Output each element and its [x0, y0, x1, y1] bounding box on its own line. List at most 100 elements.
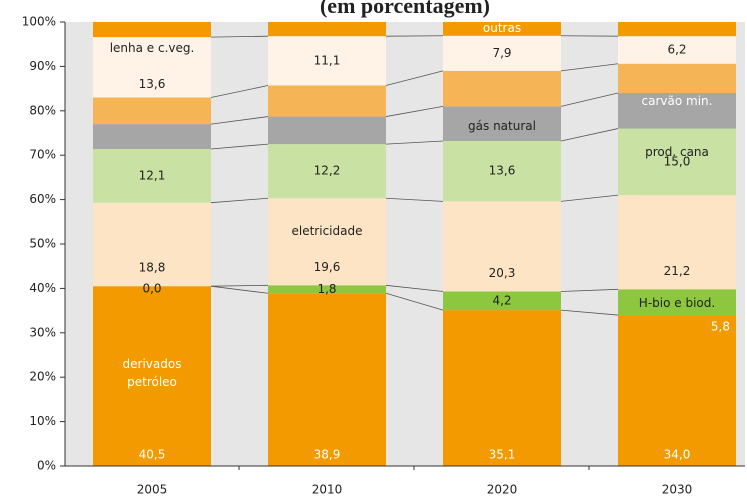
value-label: 13,6 [139, 77, 166, 91]
series-label: outras [482, 21, 522, 35]
bar-segment [93, 148, 211, 203]
value-label: 21,2 [664, 264, 691, 278]
bar-segment [93, 202, 211, 287]
bar-segment [93, 22, 211, 38]
value-label: 4,2 [492, 293, 511, 307]
series-label: eletricidade [291, 224, 363, 238]
x-tick-label: 2005 [137, 483, 168, 497]
bar-segment [268, 22, 386, 37]
y-tick-label: 30% [29, 325, 56, 339]
value-label: 18,8 [139, 261, 166, 275]
connector [210, 143, 269, 150]
y-tick-label: 60% [29, 192, 56, 206]
y-tick-label: 90% [29, 59, 56, 73]
bar-segment [268, 144, 386, 199]
connector [385, 292, 444, 311]
series-label: derivados petróleo [122, 357, 182, 389]
series-label: gás natural [468, 119, 536, 133]
series-label-box: prod. cana [645, 145, 709, 159]
x-tick-label: 2020 [487, 483, 518, 497]
connector [560, 92, 619, 107]
value-label: 20,3 [489, 266, 516, 280]
connector [560, 128, 619, 142]
value-label: 7,9 [492, 46, 511, 60]
connector [385, 284, 444, 292]
connector [385, 105, 444, 117]
y-tick-label: 0% [37, 459, 56, 473]
bar-segment [618, 128, 736, 196]
y-tick-label: 10% [29, 414, 56, 428]
connector [210, 197, 269, 204]
x-tick-label: 2030 [662, 483, 693, 497]
y-tick-label: 40% [29, 281, 56, 295]
bar-segment [93, 97, 211, 125]
value-label: 13,6 [489, 164, 516, 178]
value-label: 19,6 [314, 260, 341, 274]
series-label: lenha e c.veg. [109, 41, 195, 55]
bar-segment [443, 22, 561, 36]
connector [210, 284, 269, 287]
connector [385, 70, 444, 86]
value-label: 12,1 [139, 168, 166, 182]
series-label: H-bio e biod. [638, 296, 716, 310]
series-label-box: carvão min. [641, 94, 713, 108]
series-label-box: derivados petróleo [122, 357, 182, 389]
connector [560, 63, 619, 72]
value-label: 34,0 [664, 447, 691, 461]
bar-segment [268, 293, 386, 466]
value-label: 40,5 [139, 447, 166, 461]
value-label: 12,2 [314, 164, 341, 178]
connector [560, 288, 619, 292]
connector [385, 197, 444, 202]
series-label: carvão min. [641, 94, 713, 108]
series-label-box: eletricidade [291, 224, 363, 238]
bar-segment [618, 289, 736, 316]
y-tick-label: 100% [22, 15, 56, 29]
series-label-box: H-bio e biod. [638, 296, 716, 310]
value-label: 38,9 [314, 447, 341, 461]
bar-segment [443, 140, 561, 202]
x-tick-label: 2010 [312, 483, 343, 497]
bar-segment [268, 36, 386, 86]
value-label: 15,0 [664, 154, 691, 168]
bar-segment [618, 36, 736, 64]
connector [210, 116, 269, 125]
bar-segment [618, 22, 736, 37]
bar-segment [93, 37, 211, 98]
bar-segment [93, 124, 211, 149]
bar-segment [618, 315, 736, 466]
bar-segment [443, 310, 561, 466]
bar-segment [268, 198, 386, 286]
y-tick-label: 80% [29, 103, 56, 117]
bar-segment [268, 85, 386, 117]
bar-segment [443, 291, 561, 311]
value-label: 5,8 [711, 320, 730, 334]
connector [560, 194, 619, 202]
bar-segment [93, 286, 211, 466]
value-label: 0,0 [142, 282, 161, 296]
bar-segment [268, 285, 386, 294]
value-label: 35,1 [489, 447, 516, 461]
y-tick-label: 50% [29, 237, 56, 251]
value-label: 11,1 [314, 53, 341, 67]
value-label: 6,2 [667, 42, 686, 56]
bar-segment [268, 116, 386, 145]
bar-segment [618, 93, 736, 129]
value-label: 1,8 [317, 282, 336, 296]
bar-segment [618, 195, 736, 290]
series-label-box: outras [482, 21, 522, 35]
series-label-box: lenha e c.veg. [109, 41, 195, 55]
y-tick-label: 70% [29, 148, 56, 162]
bar-segment [618, 63, 736, 94]
chart-title: (em porcentagem) [320, 0, 490, 18]
y-tick-label: 20% [29, 370, 56, 384]
connector [210, 285, 269, 294]
connector [385, 140, 444, 145]
bar-segment [443, 106, 561, 141]
bar-segment [443, 35, 561, 71]
connector [210, 85, 269, 98]
connector [210, 35, 269, 38]
connector [560, 309, 619, 316]
series-label-box: gás natural [468, 119, 536, 133]
